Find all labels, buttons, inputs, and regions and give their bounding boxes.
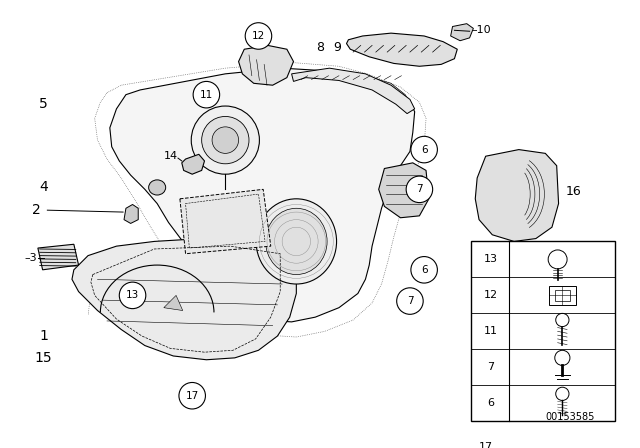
Polygon shape bbox=[124, 204, 138, 224]
Text: 9: 9 bbox=[333, 41, 341, 54]
Bar bbox=[555, 290, 570, 301]
Text: –10: –10 bbox=[472, 25, 491, 35]
Text: –3: –3 bbox=[24, 253, 37, 263]
Polygon shape bbox=[379, 163, 429, 218]
Text: 8: 8 bbox=[316, 41, 324, 54]
Circle shape bbox=[411, 136, 437, 163]
Bar bbox=[549, 286, 575, 305]
Text: 12: 12 bbox=[483, 290, 497, 300]
Text: 2: 2 bbox=[31, 203, 40, 217]
Text: 1: 1 bbox=[39, 329, 48, 343]
Circle shape bbox=[411, 257, 437, 283]
Ellipse shape bbox=[148, 180, 166, 195]
Ellipse shape bbox=[202, 116, 249, 164]
Text: 7: 7 bbox=[406, 296, 413, 306]
Text: 17: 17 bbox=[186, 391, 199, 401]
Text: 11: 11 bbox=[483, 326, 497, 336]
Ellipse shape bbox=[266, 208, 327, 275]
Circle shape bbox=[397, 288, 423, 314]
Ellipse shape bbox=[212, 127, 239, 153]
Circle shape bbox=[193, 82, 220, 108]
Text: 5: 5 bbox=[39, 97, 48, 111]
Text: 13: 13 bbox=[483, 254, 497, 264]
Circle shape bbox=[406, 176, 433, 202]
Circle shape bbox=[245, 23, 272, 49]
Text: 6: 6 bbox=[487, 398, 494, 408]
Ellipse shape bbox=[191, 106, 259, 174]
Circle shape bbox=[179, 383, 205, 409]
Polygon shape bbox=[110, 68, 415, 322]
Polygon shape bbox=[451, 24, 474, 41]
Text: 6: 6 bbox=[421, 145, 428, 155]
Text: 00153585: 00153585 bbox=[545, 412, 595, 422]
Text: 7: 7 bbox=[416, 184, 422, 194]
Polygon shape bbox=[346, 33, 457, 66]
Text: 14: 14 bbox=[164, 151, 179, 161]
Polygon shape bbox=[292, 68, 415, 114]
Polygon shape bbox=[239, 45, 294, 85]
Polygon shape bbox=[330, 71, 410, 102]
Text: 15: 15 bbox=[35, 351, 52, 365]
Polygon shape bbox=[476, 150, 559, 241]
Text: 16: 16 bbox=[566, 185, 582, 198]
Circle shape bbox=[119, 282, 146, 309]
Text: 13: 13 bbox=[126, 290, 139, 300]
Polygon shape bbox=[182, 154, 205, 174]
Polygon shape bbox=[38, 244, 79, 270]
Bar bbox=[472, 426, 616, 448]
Polygon shape bbox=[554, 440, 603, 448]
Bar bbox=[472, 241, 616, 421]
Text: 12: 12 bbox=[252, 31, 265, 41]
Text: 11: 11 bbox=[200, 90, 213, 99]
Polygon shape bbox=[180, 190, 271, 254]
Polygon shape bbox=[164, 295, 183, 310]
Text: 7: 7 bbox=[487, 362, 494, 372]
Polygon shape bbox=[72, 239, 296, 360]
Text: 17: 17 bbox=[479, 442, 493, 448]
Text: 6: 6 bbox=[421, 265, 428, 275]
Ellipse shape bbox=[256, 199, 337, 284]
Text: 4: 4 bbox=[39, 181, 48, 194]
